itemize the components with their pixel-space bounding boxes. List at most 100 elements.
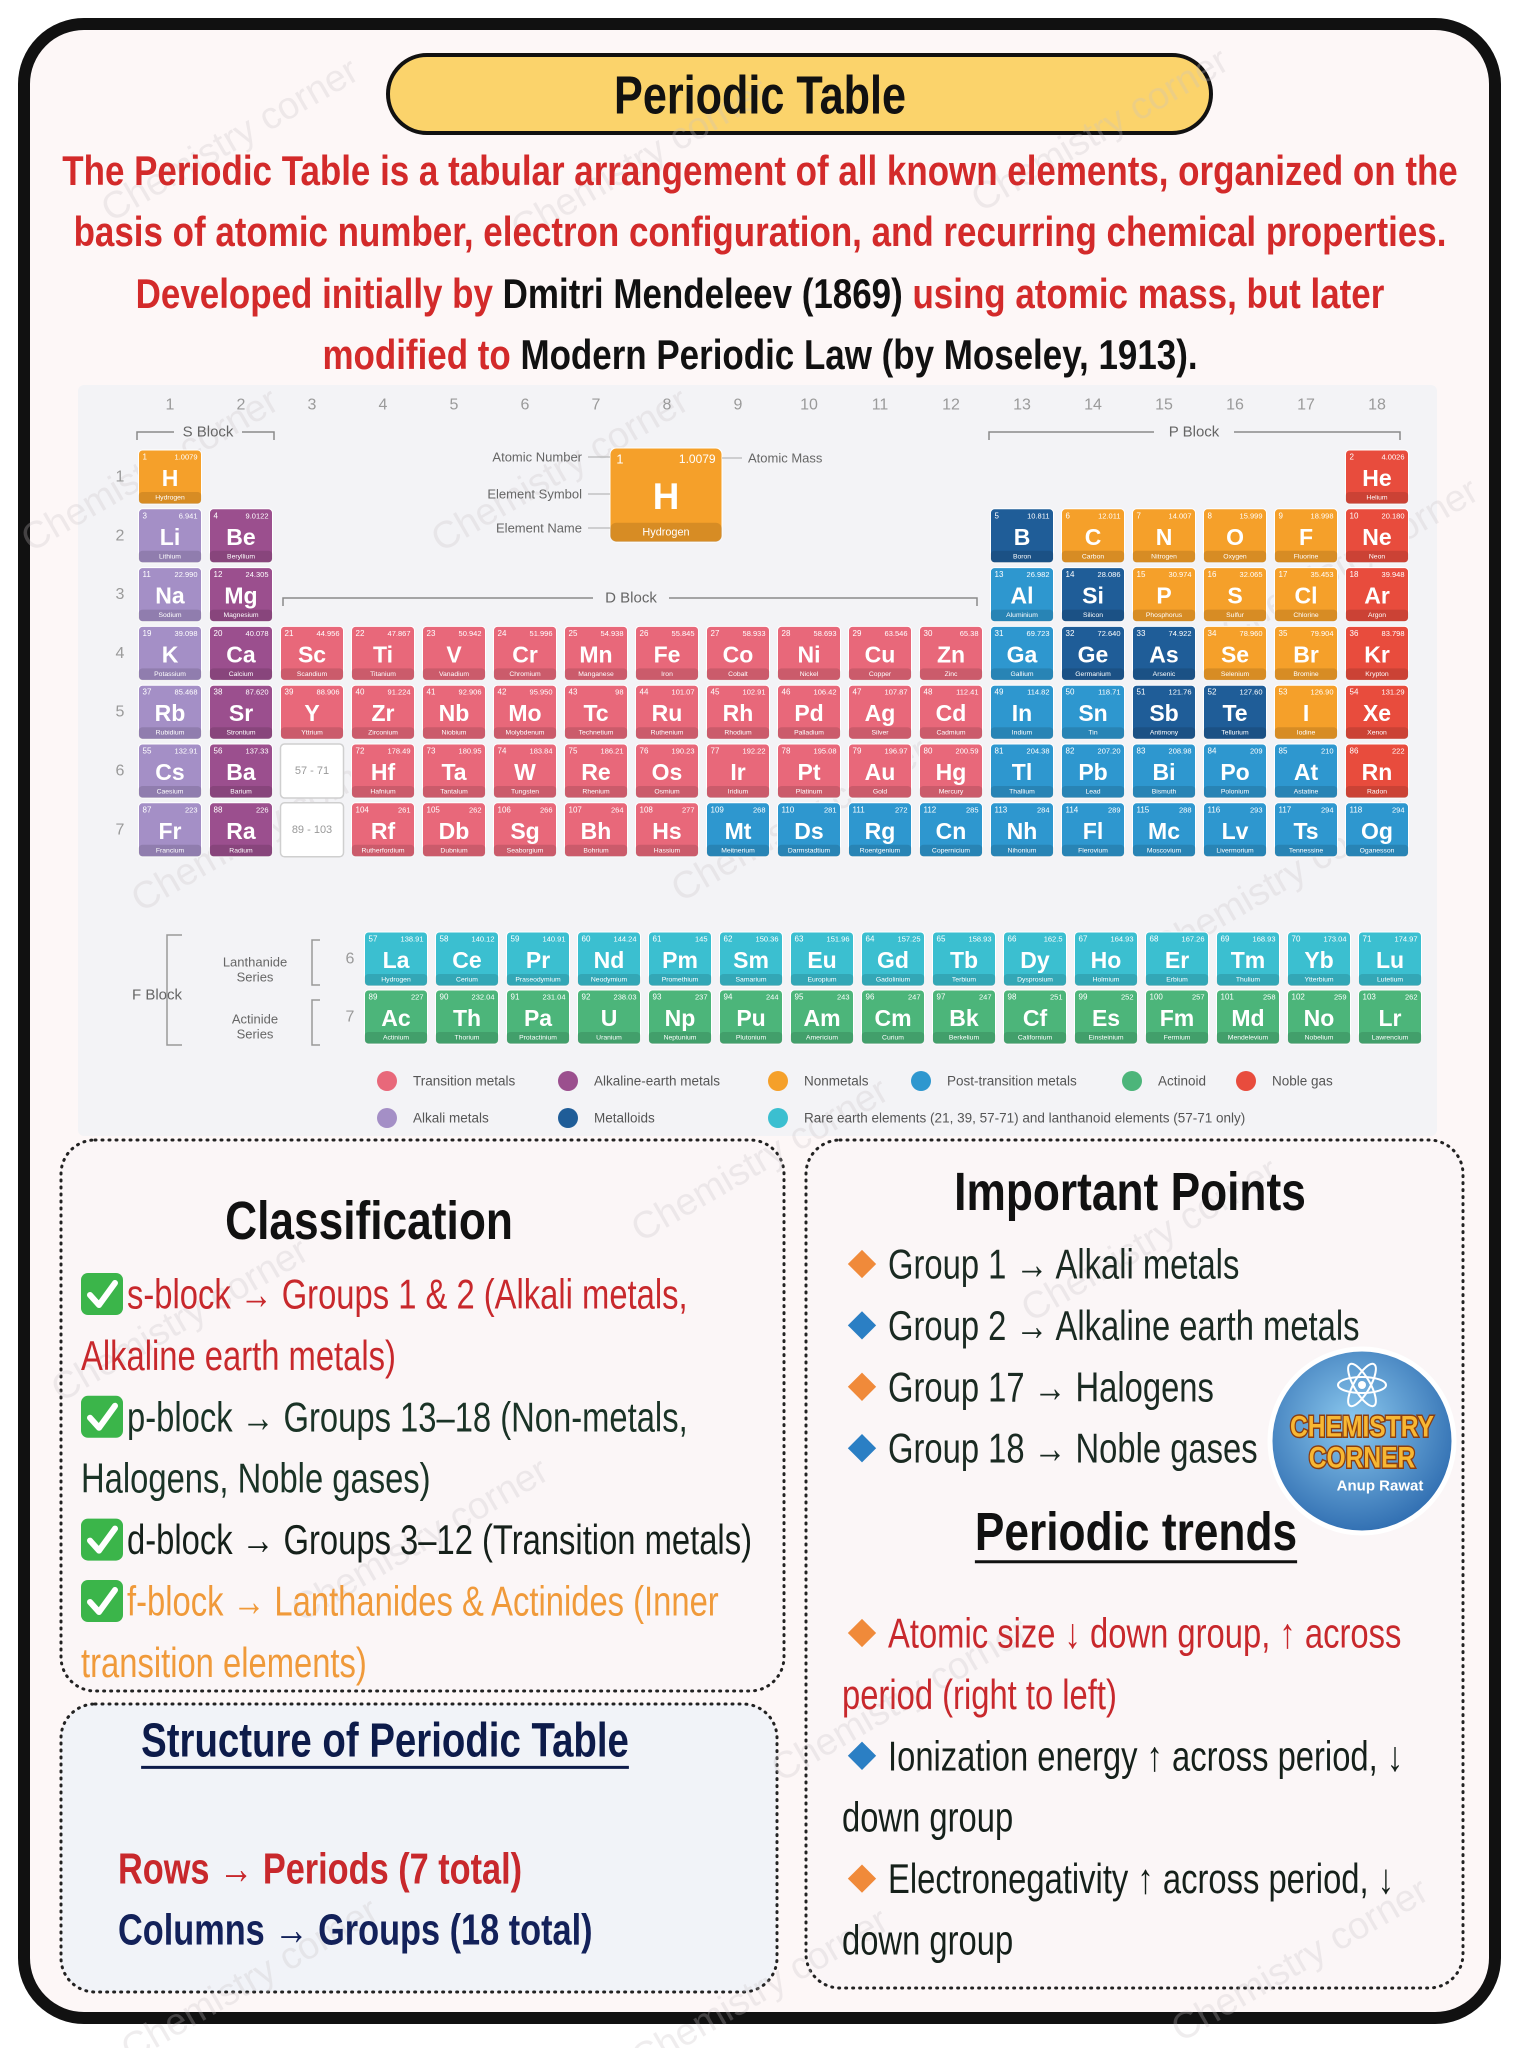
atomic-number: 57 [369,935,378,944]
element-name: Lawrencium [1372,1035,1409,1042]
element-tile-shade [1345,492,1409,504]
atomic-mass: 132.91 [175,747,198,756]
element-symbol: Be [226,524,255,550]
intro-segment: Dmitri Mendeleev (1869) [503,271,903,318]
element-tile-shade [1132,844,1196,857]
element-symbol: Es [1092,1005,1120,1031]
group-number: 12 [942,397,960,414]
atomic-number: 79 [853,747,862,756]
element-tile-shade [635,668,699,681]
atomic-mass: 131.29 [1382,688,1405,697]
structure-box [59,1702,779,1994]
legend-label: Noble gas [1272,1074,1333,1089]
check-mark [87,1280,118,1308]
element-tile [506,989,570,1045]
element-symbol: Yb [1304,947,1333,973]
element-symbol: Sm [733,947,769,973]
atomic-number: 94 [724,993,733,1002]
atomic-number: 67 [1079,935,1088,944]
element-symbol: Ga [1007,641,1038,667]
element-symbol: Pa [524,1005,552,1031]
element-tile-shade [790,1032,854,1044]
element-symbol: Ta [441,759,466,785]
element-tile [1145,931,1209,987]
logo-atom-orbit [1337,1376,1387,1394]
atomic-number: 87 [143,805,152,814]
element-tile [919,684,983,740]
element-tile [280,625,344,681]
d-block-label: D Block [605,590,657,607]
element-tile [1345,567,1409,623]
element-tile [706,684,770,740]
element-name: Potassium [154,671,186,678]
element-tile-shade [706,786,770,798]
element-symbol: Te [1222,700,1247,726]
element-name: Rhenium [582,789,610,796]
element-symbol: Tb [950,947,978,973]
atomic-number: 114 [1066,805,1079,814]
atomic-mass: 65.38 [960,629,979,638]
element-symbol: C [1085,524,1102,550]
element-tile-shade [422,727,486,740]
point-line: Group 2 → Alkaline earth metals [888,1302,1360,1349]
atomic-mass: 50.942 [459,629,482,638]
atomic-number: 73 [427,747,436,756]
element-tile-shade [919,844,983,857]
element-tile-shade [777,786,841,798]
atomic-number: 110 [782,805,795,814]
element-symbol: Mn [579,641,612,667]
element-symbol: Xe [1363,700,1391,726]
element-name: Uranium [596,1035,622,1042]
atomic-mass: 261 [398,805,411,814]
atomic-number: 99 [1079,993,1088,1002]
element-name: Oganesson [1360,847,1395,854]
element-tile-shade [564,668,628,681]
atomic-mass: 259 [1334,993,1347,1002]
atomic-mass: 39.948 [1382,570,1405,579]
atomic-mass: 210 [1321,747,1334,756]
element-symbol: Ru [652,700,683,726]
atomic-number: 44 [640,688,649,697]
element-symbol: At [1294,759,1319,785]
element-tile [848,625,912,681]
intro-segment: basis of atomic number, electron configu… [74,209,1447,256]
atomic-mass: 118.71 [1098,688,1120,697]
atomic-mass: 150.36 [756,935,779,944]
element-tile-shade [209,550,273,563]
element-name: Aluminium [1006,612,1038,619]
element-name: Tellurium [1221,730,1249,737]
atomic-mass: 190.23 [672,747,695,756]
element-tile-shade [1216,974,1280,986]
legend-label: Post-transition metals [947,1074,1077,1089]
atomic-mass: 268 [753,805,766,814]
element-name: Tungsten [511,789,539,796]
element-symbol: Md [1231,1005,1264,1031]
atomic-number: 30 [924,629,933,638]
element-tile [1145,989,1209,1045]
element-name: Technetium [579,730,614,737]
atomic-number: 41 [427,688,436,697]
intro-segment: Modern Periodic Law (by Moseley, 1913). [520,332,1197,379]
atomic-number: 25 [569,629,578,638]
element-tile-shade [932,1032,996,1044]
atomic-mass: 6.941 [179,511,198,520]
element-tile [422,743,486,799]
period-number: 5 [116,704,125,721]
element-tile-shade [919,668,983,681]
element-tile [1003,989,1067,1045]
element-symbol: Hs [652,818,681,844]
element-tile [564,802,628,858]
structure-line: Columns → Groups (18 total) [118,1905,593,1954]
element-tile [1345,449,1409,505]
element-symbol: Co [723,641,754,667]
element-symbol: Ti [373,641,393,667]
atomic-number: 18 [1350,570,1359,579]
element-tile-shade [1132,609,1196,622]
element-tile-shade [577,974,641,986]
element-tile-shade [493,844,557,857]
title-pill [386,53,1213,135]
atomic-mass: 277 [682,805,695,814]
element-symbol: Nb [439,700,470,726]
element-symbol: Re [581,759,610,785]
period-number: 1 [116,469,125,486]
